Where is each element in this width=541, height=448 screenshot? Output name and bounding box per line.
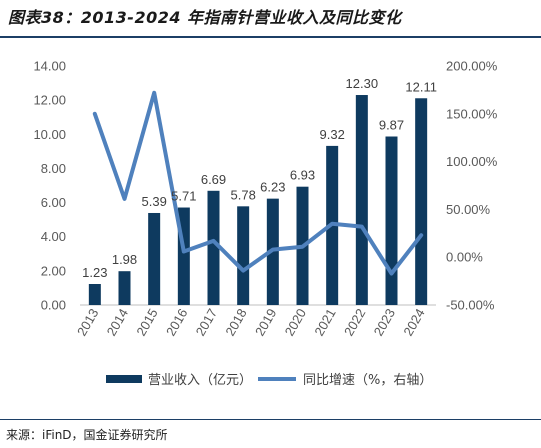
x-axis-tick-2024: 2024 <box>400 306 427 339</box>
x-axis-tick-2019: 2019 <box>252 306 279 339</box>
left-axis-tick: 12.00 <box>33 93 66 108</box>
right-axis-tick: 0.00% <box>446 250 483 265</box>
left-axis-tick: 10.00 <box>33 127 66 142</box>
right-axis-tick: 200.00% <box>446 59 498 74</box>
bar-2017 <box>207 190 220 305</box>
left-axis-tick: 4.00 <box>41 229 66 244</box>
left-axis-tick: 0.00 <box>41 298 66 313</box>
growth-point-2018 <box>241 269 245 273</box>
bar-2023 <box>385 136 398 305</box>
bar-2018 <box>237 206 250 305</box>
left-axis-tick: 6.00 <box>41 195 66 210</box>
bar-value-label-2020: 6.93 <box>290 168 315 183</box>
bar-value-label-2019: 6.23 <box>260 180 285 195</box>
right-axis-tick: -50.00% <box>446 298 495 313</box>
growth-point-2014 <box>123 197 126 201</box>
growth-point-2022 <box>360 225 364 229</box>
bar-value-label-2021: 9.32 <box>320 127 345 142</box>
x-axis-tick-2016: 2016 <box>163 306 190 339</box>
left-axis-tick: 2.00 <box>41 263 66 278</box>
bar-value-label-2022: 12.30 <box>346 76 379 91</box>
bar-2024 <box>415 98 428 305</box>
bar-value-label-2023: 9.87 <box>379 118 404 133</box>
growth-point-2024 <box>419 233 423 237</box>
right-axis-tick: 50.00% <box>446 202 491 217</box>
footer-divider <box>0 419 541 420</box>
bar-2022 <box>355 95 368 306</box>
growth-point-2015 <box>152 91 156 95</box>
source-note: 来源：iFinD，国金证券研究所 <box>6 428 168 442</box>
legend-line-label: 同比增速（%，右轴） <box>303 373 432 388</box>
bar-2014 <box>118 271 131 305</box>
growth-point-2020 <box>301 245 304 249</box>
legend-bar-swatch <box>106 375 142 383</box>
right-axis-tick: 100.00% <box>446 154 498 169</box>
title-divider <box>0 36 541 38</box>
bar-2013 <box>88 284 101 305</box>
growth-point-2019 <box>271 248 275 252</box>
bar-value-label-2024: 12.11 <box>405 79 437 94</box>
bar-value-label-2014: 1.98 <box>112 252 137 267</box>
x-axis-tick-2017: 2017 <box>193 306 220 339</box>
x-axis-tick-2018: 2018 <box>222 306 249 339</box>
right-axis-tick: 150.00% <box>446 106 498 121</box>
growth-point-2017 <box>212 239 215 243</box>
growth-line-series <box>92 90 424 276</box>
x-axis-tick-2021: 2021 <box>311 306 338 339</box>
x-axis-tick-2013: 2013 <box>74 306 101 339</box>
growth-point-2016 <box>182 249 186 253</box>
x-axis-tick-2014: 2014 <box>104 306 131 339</box>
bar-value-label-2016: 5.71 <box>171 189 196 204</box>
bar-2015 <box>148 212 161 305</box>
bar-value-label-2018: 5.78 <box>231 187 256 202</box>
chart-title: 图表38：2013-2024 年指南针营业收入及同比变化 <box>8 8 402 27</box>
left-axis-tick: 8.00 <box>41 161 66 176</box>
left-axis-tick: 14.00 <box>33 59 66 74</box>
growth-point-2021 <box>330 222 334 226</box>
x-axis-tick-2020: 2020 <box>282 306 309 339</box>
bar-value-label-2013: 1.23 <box>82 265 107 280</box>
x-axis-tick-2022: 2022 <box>341 306 368 339</box>
growth-point-2013 <box>93 112 97 116</box>
bar-value-label-2017: 6.69 <box>201 172 226 187</box>
x-axis-tick-2015: 2015 <box>133 306 160 339</box>
bar-value-label-2015: 5.39 <box>142 194 167 209</box>
legend-bar-label: 营业收入（亿元） <box>148 373 252 388</box>
x-axis-tick-2023: 2023 <box>371 306 398 339</box>
growth-point-2023 <box>390 271 393 275</box>
